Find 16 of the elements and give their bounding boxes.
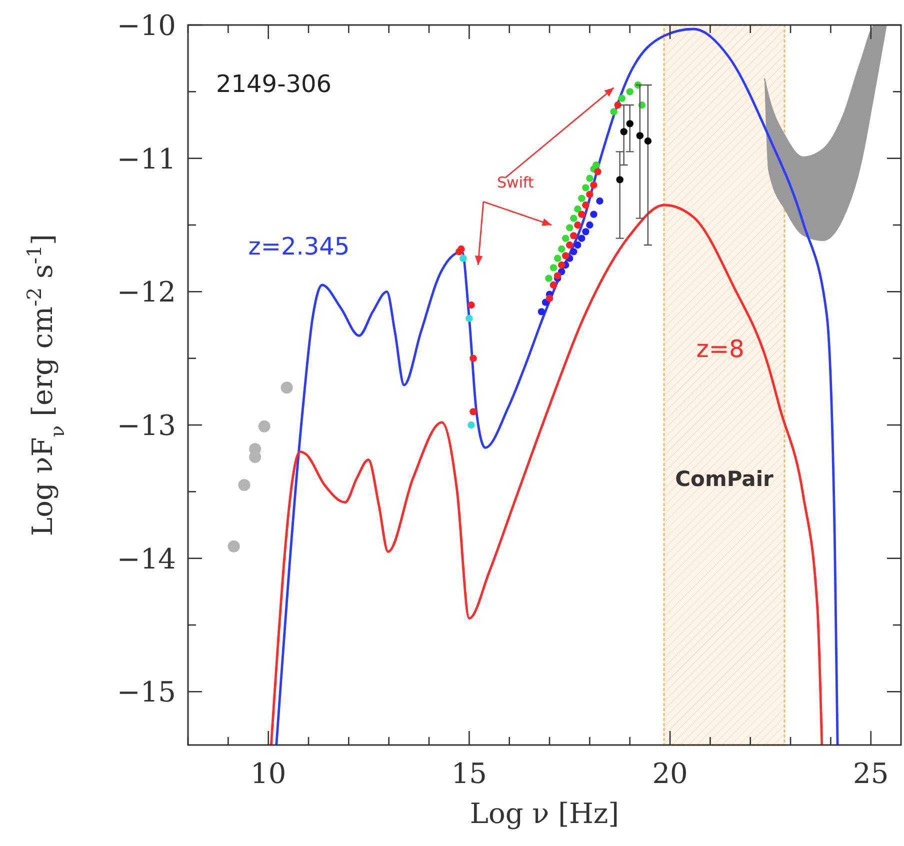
annotation: 2149-306 bbox=[216, 70, 332, 98]
x-tick-label: 25 bbox=[853, 757, 889, 790]
annotation: Swift bbox=[496, 174, 534, 192]
y-tick-label: −13 bbox=[116, 409, 176, 442]
x-tick-label: 10 bbox=[250, 757, 286, 790]
y-tick-label: −15 bbox=[116, 676, 176, 709]
y-tick-label: −12 bbox=[116, 276, 176, 309]
series-label: z=8 bbox=[696, 335, 744, 363]
band-label: ComPair bbox=[675, 466, 774, 491]
y-tick-label: −10 bbox=[116, 9, 176, 42]
x-tick-label: 15 bbox=[451, 757, 488, 790]
y-tick-label: −14 bbox=[116, 542, 176, 576]
series-label: z=2.345 bbox=[248, 232, 350, 260]
x-axis-title: Log ν [Hz] bbox=[470, 797, 620, 830]
x-tick-label: 20 bbox=[652, 757, 688, 790]
y-tick-label: −11 bbox=[116, 142, 176, 176]
